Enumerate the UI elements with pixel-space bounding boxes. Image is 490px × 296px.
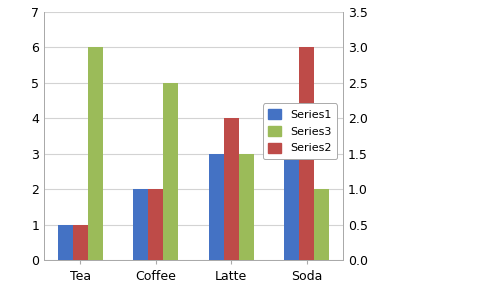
Bar xyxy=(163,83,178,260)
Bar xyxy=(224,118,239,260)
Bar xyxy=(133,189,148,260)
Bar xyxy=(88,47,103,260)
Bar xyxy=(148,189,163,260)
Bar xyxy=(73,225,88,260)
Bar xyxy=(314,189,329,260)
Bar xyxy=(239,154,254,260)
Bar xyxy=(299,47,314,260)
Bar xyxy=(209,154,224,260)
Legend: Series1, Series3, Series2: Series1, Series3, Series2 xyxy=(263,103,338,159)
Bar xyxy=(284,118,299,260)
Bar xyxy=(58,225,73,260)
